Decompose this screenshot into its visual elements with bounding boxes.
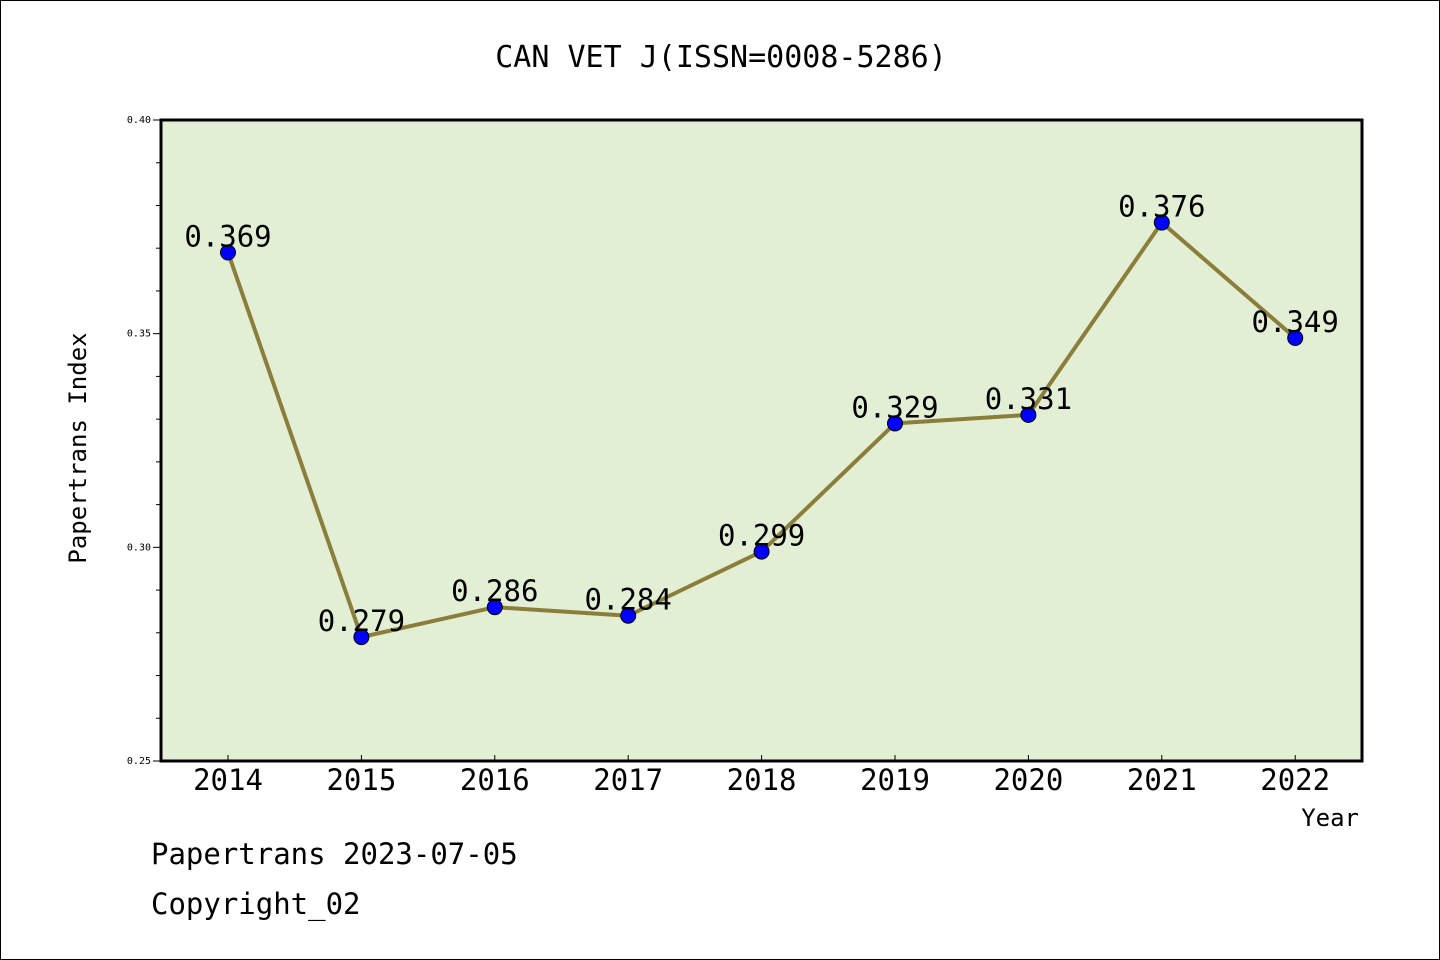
data-label: 0.329 xyxy=(851,390,938,424)
y-tick-label: 0.30 xyxy=(127,542,151,553)
y-tick-label: 0.35 xyxy=(127,329,151,340)
data-point xyxy=(1287,329,1304,346)
y-tick-label: 0.40 xyxy=(127,115,151,126)
data-label: 0.376 xyxy=(1118,190,1205,224)
data-point xyxy=(486,599,503,616)
data-point xyxy=(1020,406,1037,423)
data-label: 0.369 xyxy=(184,219,271,253)
x-tick-label: 2014 xyxy=(193,763,263,797)
x-tick-label: 2020 xyxy=(993,763,1063,797)
x-axis-label: Year xyxy=(1301,804,1359,832)
y-tick-label: 0.25 xyxy=(127,756,151,767)
data-point xyxy=(753,543,770,560)
data-point xyxy=(887,415,903,432)
series-line-group: 0.369 0.279 0.286 0.284 0.299 0.329 0.331 0.376… xyxy=(184,190,1339,646)
data-label: 0.331 xyxy=(985,382,1072,416)
x-tick-label: 2021 xyxy=(1127,763,1197,797)
x-tick-label: 2015 xyxy=(326,763,396,797)
data-point xyxy=(1153,214,1170,231)
y-axis-label: Papertrans Index xyxy=(64,332,92,563)
data-point xyxy=(353,629,370,646)
data-point xyxy=(620,607,637,624)
data-label: 0.349 xyxy=(1252,305,1339,339)
data-point xyxy=(220,244,236,261)
x-tick-label: 2022 xyxy=(1260,763,1330,797)
footer-copyright: Copyright_02 xyxy=(151,887,361,921)
data-label: 0.286 xyxy=(451,574,538,608)
x-tick-label: 2016 xyxy=(460,763,530,797)
y-axis-ticks: 0.25 0.30 0.35 0.40 xyxy=(127,115,161,767)
x-tick-label: 2019 xyxy=(860,763,930,797)
chart-title: CAN VET J(ISSN=0008-5286) xyxy=(495,40,947,75)
x-axis-ticks: 2014 2015 2016 2017 2018 2019 2020 2021 2022 xyxy=(193,755,1330,797)
data-label: 0.299 xyxy=(718,519,805,553)
footer-date: Papertrans 2023-07-05 xyxy=(151,837,518,871)
x-tick-label: 2017 xyxy=(593,763,663,797)
data-label: 0.279 xyxy=(318,604,405,638)
data-label: 0.284 xyxy=(585,583,672,617)
x-tick-label: 2018 xyxy=(727,763,797,797)
